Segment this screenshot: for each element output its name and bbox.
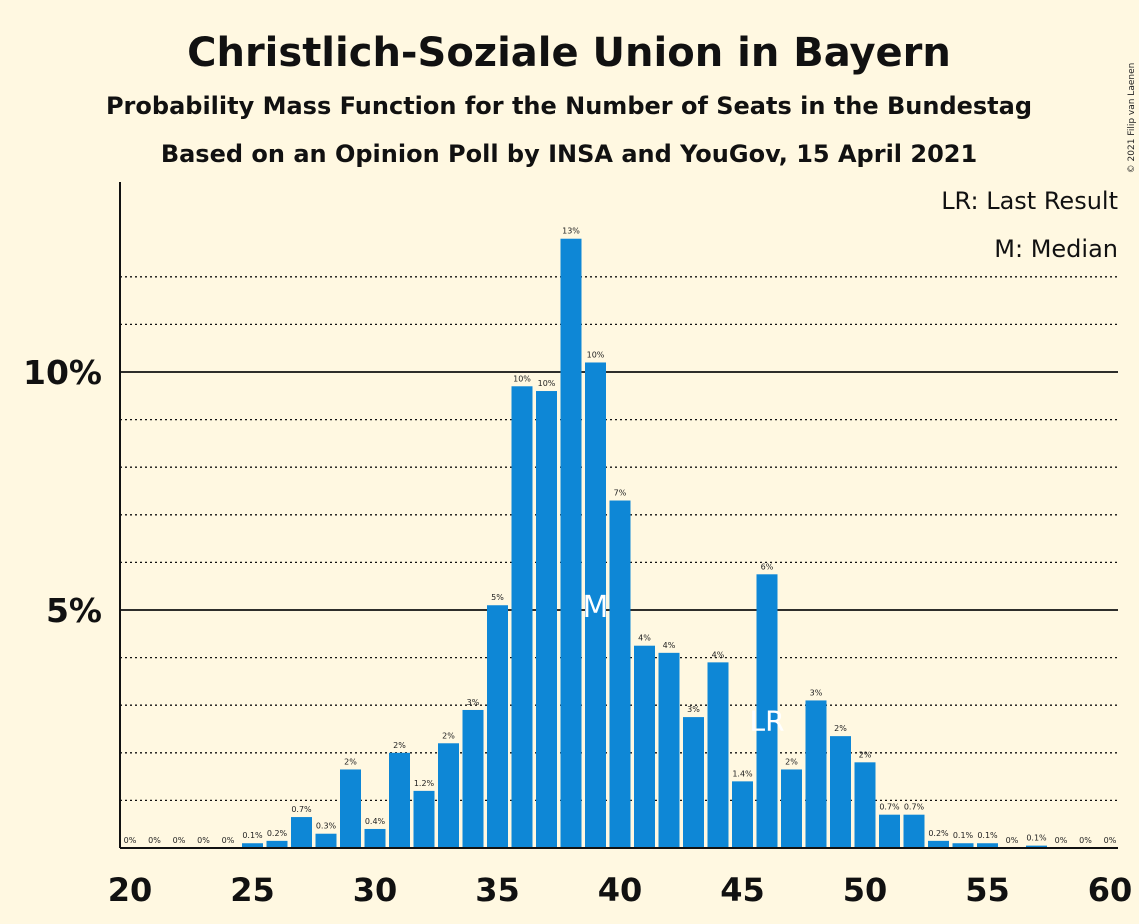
bar-value-label: 10% [587,350,605,359]
bars [242,238,1047,849]
bar-value-label: 0.4% [365,817,386,826]
bar-value-label: 0.7% [904,803,925,812]
bar [340,769,361,848]
legend-last-result: LR: Last Result [941,187,1118,215]
markers: M LR [583,590,785,737]
x-tick-labels: 20 25 30 35 40 45 50 55 60 [108,871,1133,909]
bar [683,717,704,848]
bar-value-label: 0.7% [291,805,312,814]
x-tick-label: 40 [598,871,643,909]
median-marker: M [583,590,609,625]
bar-value-label: 0% [1055,836,1068,845]
bar [781,769,802,848]
bar-value-label: 4% [663,641,676,650]
bar [585,362,606,848]
bar [805,700,827,848]
bar [658,652,680,848]
bar-value-label: 0% [124,836,137,845]
bar-value-label: 3% [810,688,823,697]
bar [242,843,263,848]
y-tick-label: 10% [23,353,102,392]
bar [266,840,288,848]
bar-value-label: 2% [859,750,872,759]
bar [536,391,557,848]
bar [977,843,998,848]
bar-value-label: 0.7% [879,803,900,812]
bar [903,814,925,848]
bar-value-label: 1.4% [732,769,753,778]
chart-subtitle: Probability Mass Function for the Number… [106,92,1032,120]
bar [511,386,533,848]
bar [438,743,459,848]
bar [707,662,729,848]
bar-labels: 0% 0% 0% 0% 0% 0.1% 0.2% 0.7% 0.3% 2% 0.4% 2% 1.2% 2%… [124,227,1117,845]
bar [1026,845,1047,848]
bar [952,843,974,848]
bar-value-label: 0% [197,836,210,845]
bar-value-label: 2% [393,741,406,750]
x-tick-label: 60 [1088,871,1133,909]
bar-value-label: 1.2% [414,779,435,788]
y-tick-label: 5% [46,591,102,630]
bar [389,752,410,848]
bar-value-label: 0.1% [953,831,974,840]
x-tick-label: 35 [475,871,520,909]
bar-value-label: 0.3% [316,822,337,831]
bar-value-label: 13% [562,227,580,236]
bar-value-label: 3% [687,705,700,714]
bar-value-label: 10% [538,379,556,388]
bar [609,500,631,848]
bar-value-label: 0.2% [267,829,288,838]
bar-value-label: 2% [834,724,847,733]
bar-value-label: 0% [1006,836,1019,845]
bar [487,605,508,848]
bar-value-label: 0% [222,836,235,845]
bar [830,736,851,848]
bar-value-label: 4% [638,634,651,643]
bar [315,833,337,848]
bar [879,814,900,848]
bar [634,645,655,848]
legend-median: M: Median [994,235,1118,263]
bar-value-label: 10% [513,374,531,383]
bar [291,817,312,848]
bar [928,840,949,848]
x-tick-label: 50 [843,871,888,909]
bar-value-label: 0% [1104,836,1117,845]
bar-value-label: 2% [785,757,798,766]
chart-subtitle-2: Based on an Opinion Poll by INSA and You… [161,140,977,168]
bar [560,238,582,849]
last-result-marker: LR [749,704,784,737]
bar [462,709,484,848]
x-tick-label: 30 [353,871,398,909]
bar-value-label: 0% [173,836,186,845]
bar-value-label: 0.1% [977,831,998,840]
bar-value-label: 7% [614,489,627,498]
bar-value-label: 5% [491,593,504,602]
bar-value-label: 6% [761,562,774,571]
x-tick-label: 55 [965,871,1010,909]
bar [413,790,435,848]
x-tick-label: 20 [108,871,153,909]
bar-value-label: 0% [1079,836,1092,845]
bar-value-label: 4% [712,650,725,659]
bar-value-label: 2% [344,757,357,766]
bar-value-label: 0.1% [242,831,263,840]
bar-value-label: 0.2% [928,829,949,838]
bar-value-label: 0.1% [1026,834,1047,843]
copyright-text: © 2021 Filip van Laenen [1127,63,1137,174]
bar [756,574,778,848]
x-tick-label: 25 [230,871,275,909]
bar-value-label: 2% [442,731,455,740]
x-tick-label: 45 [720,871,765,909]
bar-value-label: 3% [467,698,480,707]
bar-value-label: 0% [148,836,161,845]
bar [364,828,386,848]
chart-title: Christlich-Soziale Union in Bayern [187,30,951,76]
bar [854,762,876,848]
y-tick-labels: 5% 10% [23,353,102,630]
bar [732,781,753,848]
